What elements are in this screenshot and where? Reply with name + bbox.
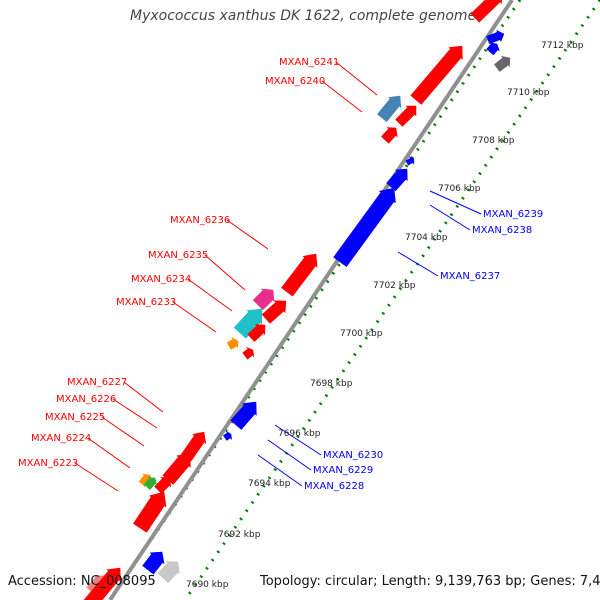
gene-grey-bottom[interactable] <box>157 561 180 584</box>
outer-dotted-ring-left <box>108 0 522 600</box>
leader-line <box>321 80 363 113</box>
leader-line <box>226 219 269 250</box>
gene-mxan-6225[interactable] <box>154 476 172 494</box>
tick-label: 7696 kbp <box>278 429 321 439</box>
tick-label: 7700 kbp <box>340 329 383 339</box>
tick-label: 7694 kbp <box>248 479 291 489</box>
tick-labels: 7690 kbp 7692 kbp 7694 kbp 7696 kbp 7698 kbp… <box>186 41 584 590</box>
tick-label: 7702 kbp <box>373 281 416 291</box>
outer-dotted-ring-right <box>183 0 600 600</box>
gene-label[interactable]: MXAN_6226 <box>56 394 116 405</box>
gene-mxan-6236[interactable] <box>281 253 318 297</box>
tick-label: 7710 kbp <box>507 88 550 98</box>
gene-label[interactable]: MXAN_6229 <box>313 465 373 476</box>
label-leaders <box>74 61 482 492</box>
gene-red-large-top[interactable] <box>410 45 463 105</box>
gene-mxan-6240[interactable] <box>380 127 398 144</box>
tick-label: 7708 kbp <box>472 136 515 146</box>
leader-line <box>101 416 145 447</box>
gene-mxan-6234[interactable] <box>233 308 263 339</box>
tick-label: 7690 kbp <box>186 580 229 590</box>
leader-line <box>123 381 164 413</box>
tick-label: 7698 kbp <box>310 379 353 389</box>
tick-label: 7692 kbp <box>218 530 261 540</box>
leader-line <box>172 301 217 333</box>
leader-line <box>204 254 246 291</box>
gene-top-red[interactable] <box>470 0 502 23</box>
gene-mxan-6235[interactable] <box>252 288 275 311</box>
gene-red-mid-b[interactable] <box>247 324 266 343</box>
gene-mxan-6226[interactable] <box>162 453 191 485</box>
gene-blue-tiny[interactable] <box>405 155 415 166</box>
gene-blue-top-b[interactable] <box>486 29 505 45</box>
gene-label[interactable]: MXAN_6235 <box>148 250 208 261</box>
gene-labels: MXAN_6241 MXAN_6240 MXAN_6236 MXAN_6235 MXAN… <box>18 57 543 492</box>
tick-label: 7706 kbp <box>438 184 481 194</box>
gene-label[interactable]: MXAN_6227 <box>67 377 127 388</box>
leader-line <box>335 61 378 96</box>
tick-label: 7712 kbp <box>541 41 584 51</box>
gene-label[interactable]: MXAN_6228 <box>304 481 364 492</box>
gene-label[interactable]: MXAN_6239 <box>483 209 543 220</box>
gene-mxan-6229[interactable] <box>222 430 232 441</box>
gene-blue-bottom[interactable] <box>142 551 165 575</box>
gene-mxan-6223[interactable] <box>132 491 167 533</box>
gene-red-small[interactable] <box>395 105 417 127</box>
leader-line <box>429 204 471 231</box>
gene-blue-top-a[interactable] <box>486 42 500 56</box>
gene-label[interactable]: MXAN_6225 <box>45 412 105 423</box>
accession-label: Accession: NC_008095 <box>8 574 156 589</box>
gene-grey-top[interactable] <box>493 55 511 72</box>
gene-mxan-6224b[interactable] <box>143 476 158 491</box>
gene-label[interactable]: MXAN_6224 <box>31 433 91 444</box>
leader-line <box>187 278 233 312</box>
leader-line <box>74 462 119 492</box>
gene-blue-small[interactable] <box>386 168 408 192</box>
gene-red-mid-a[interactable] <box>261 300 287 324</box>
gene-mxan-6237[interactable] <box>333 187 396 268</box>
gene-mxan-6230[interactable] <box>230 401 257 430</box>
gene-arrows <box>83 0 511 600</box>
leader-line <box>87 437 131 469</box>
gene-mxan-6233[interactable] <box>226 336 239 350</box>
backbone <box>108 0 514 600</box>
leader-line <box>267 439 312 471</box>
gene-red-mid-c[interactable] <box>242 346 255 360</box>
leader-line <box>274 424 322 456</box>
gene-red-bottom[interactable] <box>83 567 121 600</box>
tick-label: 7704 kbp <box>405 233 448 243</box>
leader-line <box>429 190 482 215</box>
gene-mxan-6227[interactable] <box>180 431 207 462</box>
summary-label: Topology: circular; Length: 9,139,763 bp… <box>260 574 600 589</box>
gene-label[interactable]: MXAN_6230 <box>323 450 383 461</box>
gene-label[interactable]: MXAN_6234 <box>131 274 191 285</box>
leader-line <box>397 251 439 277</box>
gene-mxan-6241[interactable] <box>377 95 402 123</box>
gene-label[interactable]: MXAN_6241 <box>279 57 339 68</box>
leader-line <box>112 398 158 429</box>
leader-line <box>257 454 303 487</box>
gene-label[interactable]: MXAN_6236 <box>170 215 230 226</box>
gene-label[interactable]: MXAN_6238 <box>472 225 532 236</box>
gene-label[interactable]: MXAN_6237 <box>440 271 500 282</box>
gene-label[interactable]: MXAN_6233 <box>116 297 176 308</box>
map-title: Myxococcus xanthus DK 1622, complete gen… <box>130 8 477 24</box>
gene-label[interactable]: MXAN_6240 <box>265 76 325 87</box>
gene-label[interactable]: MXAN_6223 <box>18 458 78 469</box>
